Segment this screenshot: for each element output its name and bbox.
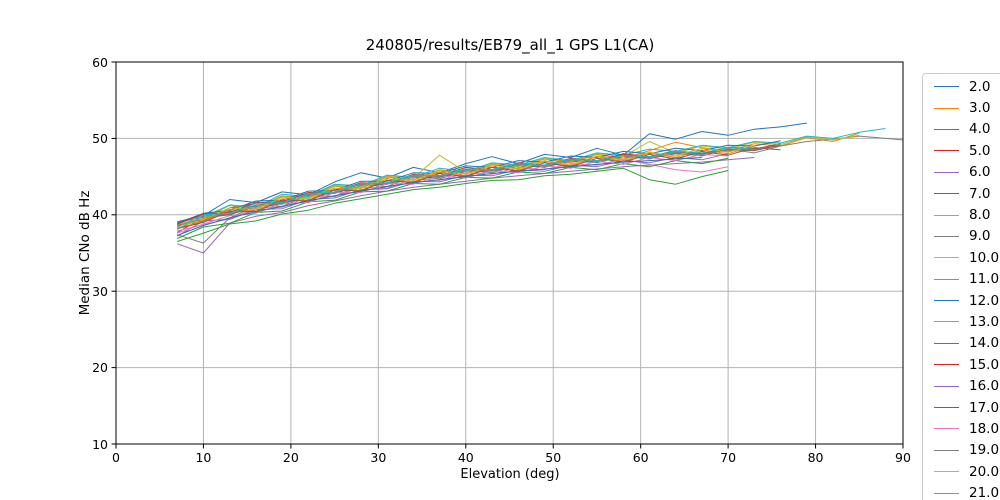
legend-label: 2.0 [969, 78, 991, 95]
legend-color-sample [934, 86, 959, 88]
legend-color-sample [934, 471, 959, 473]
legend-color-sample [934, 214, 959, 216]
legend-label: 15.0 [969, 356, 1000, 373]
series-line-20.0 [177, 144, 755, 227]
legend-label: 3.0 [969, 100, 991, 117]
legend-label: 11.0 [969, 271, 1000, 288]
legend-item: 15.0 [934, 354, 1000, 375]
legend-color-sample [934, 449, 959, 451]
legend-color-sample [934, 300, 959, 302]
legend-color-sample [934, 193, 959, 195]
legend-label: 13.0 [969, 313, 1000, 330]
series-line-5.0 [177, 143, 781, 226]
legend-label: 10.0 [969, 249, 1000, 266]
legend-item: 17.0 [934, 397, 1000, 418]
legend-color-sample [934, 235, 959, 237]
legend-label: 21.0 [969, 485, 1000, 500]
legend-item: 6.0 [934, 162, 1000, 183]
legend-label: 12.0 [969, 292, 1000, 309]
legend-label: 8.0 [969, 207, 991, 224]
legend-item: 16.0 [934, 375, 1000, 396]
legend-color-sample [934, 385, 959, 387]
legend-item: 2.0 [934, 76, 1000, 97]
series-line-21.0 [176, 147, 755, 228]
legend-label: 4.0 [969, 121, 991, 138]
legend-color-sample [934, 428, 959, 430]
legend-item: 20.0 [934, 461, 1000, 482]
legend-label: 7.0 [969, 185, 991, 202]
legend-color-sample [934, 321, 959, 323]
legend-color-sample [934, 128, 959, 130]
legend-item: 19.0 [934, 440, 1000, 461]
chart-title: 240805/results/EB79_all_1 GPS L1(CA) [365, 36, 655, 54]
legend-label: 14.0 [969, 335, 1000, 352]
legend-color-sample [934, 171, 959, 173]
legend-item: 12.0 [934, 290, 1000, 311]
legend-item: 8.0 [934, 204, 1000, 225]
legend-color-sample [934, 107, 959, 109]
legend-item: 5.0 [934, 140, 1000, 161]
y-axis-label-text: Median CNo dB Hz [77, 190, 93, 316]
legend-item: 18.0 [934, 418, 1000, 439]
series-line-9.0 [177, 135, 904, 244]
legend-item: 13.0 [934, 311, 1000, 332]
legend-color-sample [934, 278, 959, 280]
legend-label: 18.0 [969, 420, 1000, 437]
legend-color-sample [934, 342, 959, 344]
series-line-22.0 [177, 157, 702, 236]
x-axis-label: Elevation (deg) [460, 467, 560, 482]
series-line-4.0 [177, 167, 729, 242]
series-line-14.0 [176, 157, 729, 239]
legend-label: 20.0 [969, 463, 1000, 480]
legend-color-sample [934, 407, 959, 409]
legend-item: 14.0 [934, 333, 1000, 354]
legend-item: 10.0 [934, 247, 1000, 268]
legend-item: 11.0 [934, 269, 1000, 290]
series-line-17.0 [177, 147, 781, 230]
legend-color-sample [934, 150, 959, 152]
legend-item: 9.0 [934, 226, 1000, 247]
legend-color-sample [934, 492, 959, 494]
legend-item: 7.0 [934, 183, 1000, 204]
legend-label: 6.0 [969, 164, 991, 181]
legend-color-sample [934, 364, 959, 366]
legend-item: 4.0 [934, 119, 1000, 140]
legend-item: 21.0 [934, 482, 1000, 500]
legend-item: 3.0 [934, 97, 1000, 118]
axes-spines [115, 61, 904, 445]
legend: 2.0 3.0 4.0 5.0 6.0 7.0 8.0 9.0 10.0 11.0 12.0 13.0… [922, 73, 1000, 500]
legend-label: 19.0 [969, 442, 1000, 459]
legend-color-sample [934, 257, 959, 259]
series-line-10.0 [177, 134, 860, 225]
legend-label: 9.0 [969, 228, 991, 245]
legend-label: 16.0 [969, 378, 1000, 395]
series-line-2.0 [177, 122, 807, 223]
legend-label: 5.0 [969, 142, 991, 159]
legend-label: 17.0 [969, 399, 1000, 416]
